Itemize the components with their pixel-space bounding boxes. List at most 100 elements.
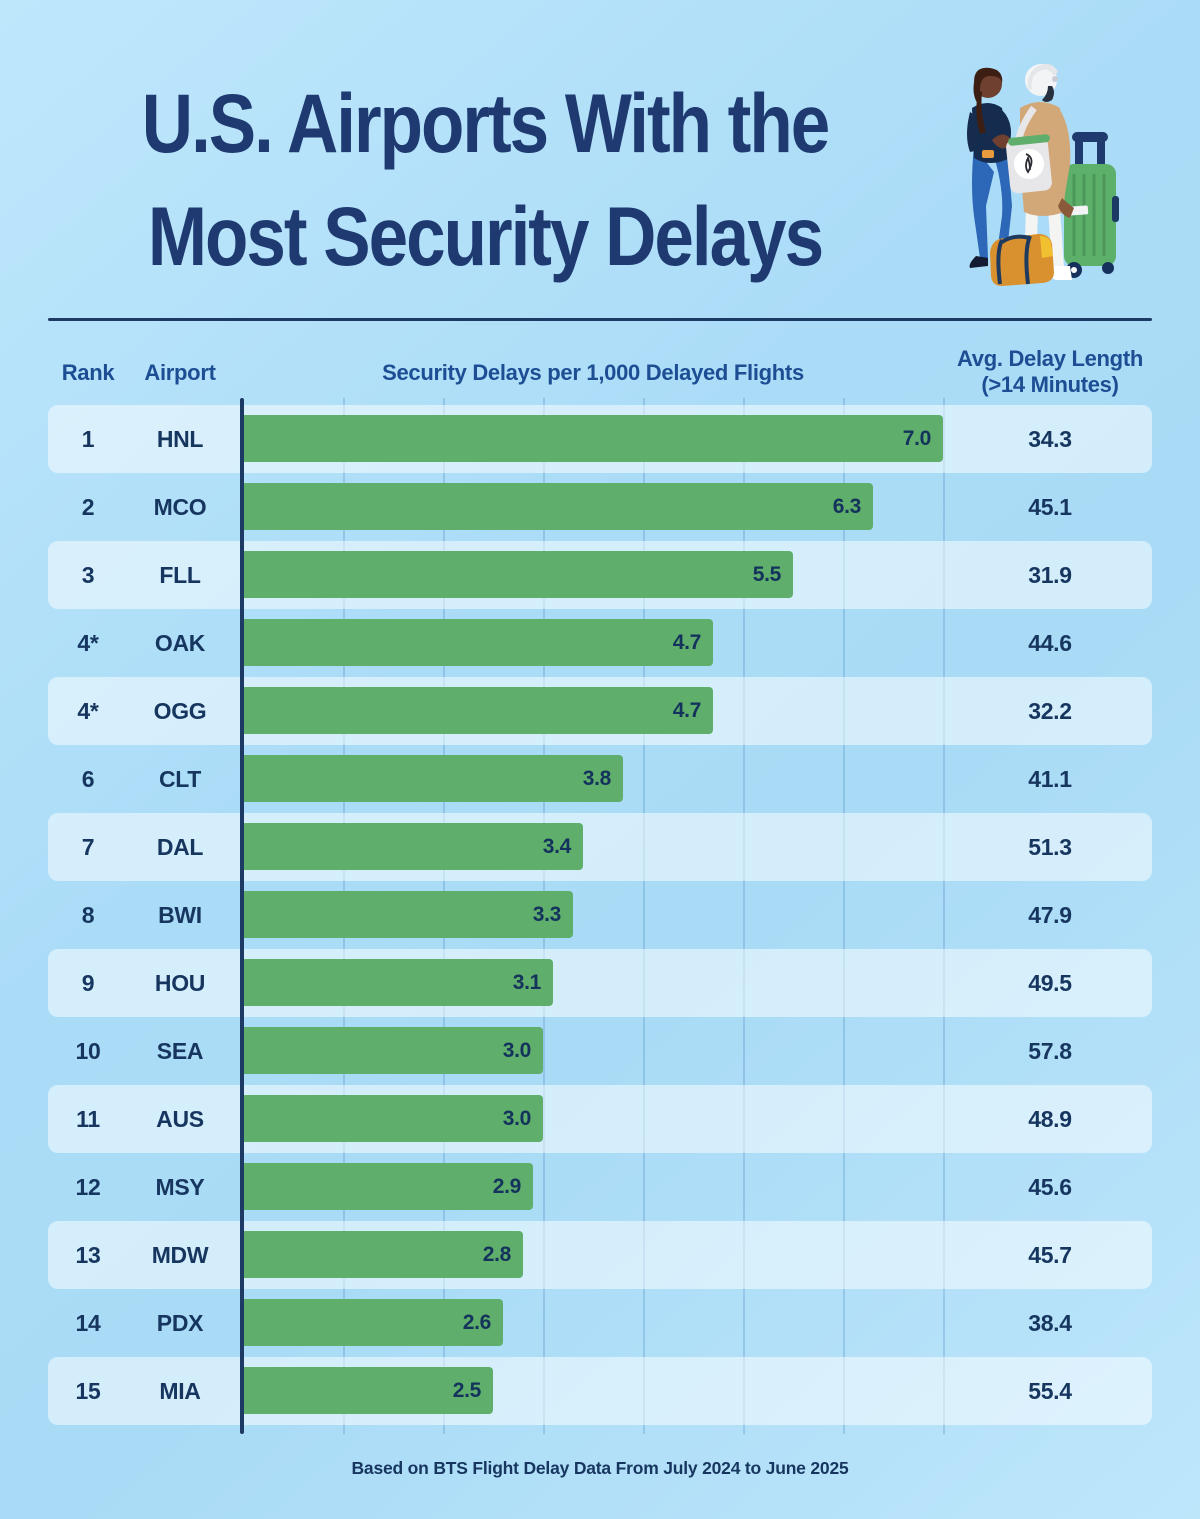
travelers-illustration [967,64,1119,286]
row-bar: 7.0 [243,415,943,462]
row-bar-value: 3.0 [502,1107,532,1130]
row-airport: MDW [151,1242,209,1268]
row-avg: 57.8 [1028,1038,1072,1064]
row-airport: AUS [156,1106,204,1132]
row-rank: 6 [81,766,95,792]
column-header-avg-delay: Avg. Delay Length (>14 Minutes) [935,346,1165,398]
column-header-avg-line-2: (>14 Minutes) [981,372,1119,397]
row-bar-value: 4.7 [672,631,702,654]
table-row: 8 BWI 3.3 47.9 [48,881,1152,949]
table-row: 4* OGG 4.7 32.2 [48,677,1152,745]
row-avg: 49.5 [1028,970,1072,996]
row-airport: PDX [156,1310,204,1336]
row-bar: 3.8 [243,755,623,802]
table-row: 14 PDX 2.6 38.4 [48,1289,1152,1357]
row-bar-value: 2.8 [482,1243,512,1266]
row-avg: 38.4 [1028,1310,1072,1336]
row-bar: 3.4 [243,823,583,870]
row-rank: 1 [81,426,95,452]
row-rank: 7 [81,834,95,860]
row-bar-value: 3.0 [502,1039,532,1062]
table-row: 12 MSY 2.9 45.6 [48,1153,1152,1221]
table-row: 4* OAK 4.7 44.6 [48,609,1152,677]
row-bar: 2.6 [243,1299,503,1346]
table-row: 10 SEA 3.0 57.8 [48,1017,1152,1085]
row-airport: MSY [155,1174,205,1200]
row-rank: 10 [75,1038,101,1064]
row-bar-value: 2.6 [462,1311,492,1334]
chart-axis-line [240,398,244,1434]
row-avg: 34.3 [1028,426,1072,452]
source-note: Based on BTS Flight Delay Data From July… [351,1458,849,1478]
row-avg: 51.3 [1028,834,1072,860]
row-bar: 4.7 [243,619,713,666]
column-header-rank: Rank [61,360,115,385]
table-row: 9 HOU 3.1 49.5 [48,949,1152,1017]
row-avg: 32.2 [1028,698,1072,724]
column-header-chart: Security Delays per 1,000 Delayed Flight… [382,360,804,385]
row-avg: 31.9 [1028,562,1072,588]
row-bar: 2.8 [243,1231,523,1278]
row-rank: 15 [75,1378,101,1404]
row-airport: HNL [156,426,204,452]
table-row: 11 AUS 3.0 48.9 [48,1085,1152,1153]
row-airport: MCO [153,494,207,520]
row-bar: 5.5 [243,551,793,598]
row-rank: 8 [81,902,95,928]
row-bar: 4.7 [243,687,713,734]
row-rank: 4* [77,630,99,656]
table-row: 3 FLL 5.5 31.9 [48,541,1152,609]
row-airport: DAL [156,834,204,860]
row-rank: 14 [75,1310,101,1336]
row-bar: 3.0 [243,1095,543,1142]
row-avg: 48.9 [1028,1106,1072,1132]
row-bar-value: 7.0 [902,427,932,450]
row-bar-value: 3.4 [542,835,572,858]
row-airport: SEA [156,1038,204,1064]
row-bar-value: 3.3 [532,903,562,926]
row-airport: HOU [154,970,206,996]
row-bar-value: 3.8 [582,767,612,790]
duffel-bag-icon [990,234,1054,286]
row-rank: 2 [81,494,95,520]
table-row: 6 CLT 3.8 41.1 [48,745,1152,813]
row-bar-value: 6.3 [832,495,862,518]
row-bar-value: 3.1 [512,971,542,994]
row-avg: 47.9 [1028,902,1072,928]
row-bar: 6.3 [243,483,873,530]
table-row: 2 MCO 6.3 45.1 [48,473,1152,541]
row-bar: 2.5 [243,1367,493,1414]
page-title-line-1: U.S. Airports With the [141,77,830,171]
row-bar: 2.9 [243,1163,533,1210]
row-avg: 45.7 [1028,1242,1072,1268]
table-row: 7 DAL 3.4 51.3 [48,813,1152,881]
row-bar-value: 2.9 [492,1175,522,1198]
row-airport: MIA [159,1378,201,1404]
row-avg: 45.6 [1028,1174,1072,1200]
row-bar: 3.0 [243,1027,543,1074]
row-airport: OAK [154,630,206,656]
row-rank: 3 [81,562,95,588]
table-rows: 1 HNL 7.0 34.3 2 MCO 6.3 45.1 3 FLL 5.5 … [48,405,1152,1425]
row-bar-value: 4.7 [672,699,702,722]
row-avg: 45.1 [1028,494,1072,520]
row-airport: BWI [158,902,202,928]
row-rank: 4* [77,698,99,724]
column-header-avg-line-1: Avg. Delay Length [956,346,1143,371]
page-title: U.S. Airports With the Most Security Del… [70,68,900,295]
row-airport: FLL [159,562,201,588]
page-title-line-2: Most Security Delays [147,190,824,284]
table-row: 1 HNL 7.0 34.3 [48,405,1152,473]
row-avg: 41.1 [1028,766,1072,792]
row-avg: 55.4 [1028,1378,1072,1404]
column-header-airport: Airport [144,360,216,385]
table-row: 13 MDW 2.8 45.7 [48,1221,1152,1289]
row-bar: 3.1 [243,959,553,1006]
row-rank: 13 [75,1242,101,1268]
row-bar-value: 5.5 [752,563,782,586]
header-divider [48,318,1152,321]
woman-traveler [967,67,1012,270]
row-rank: 12 [75,1174,101,1200]
tote-bag-icon [1006,134,1052,194]
